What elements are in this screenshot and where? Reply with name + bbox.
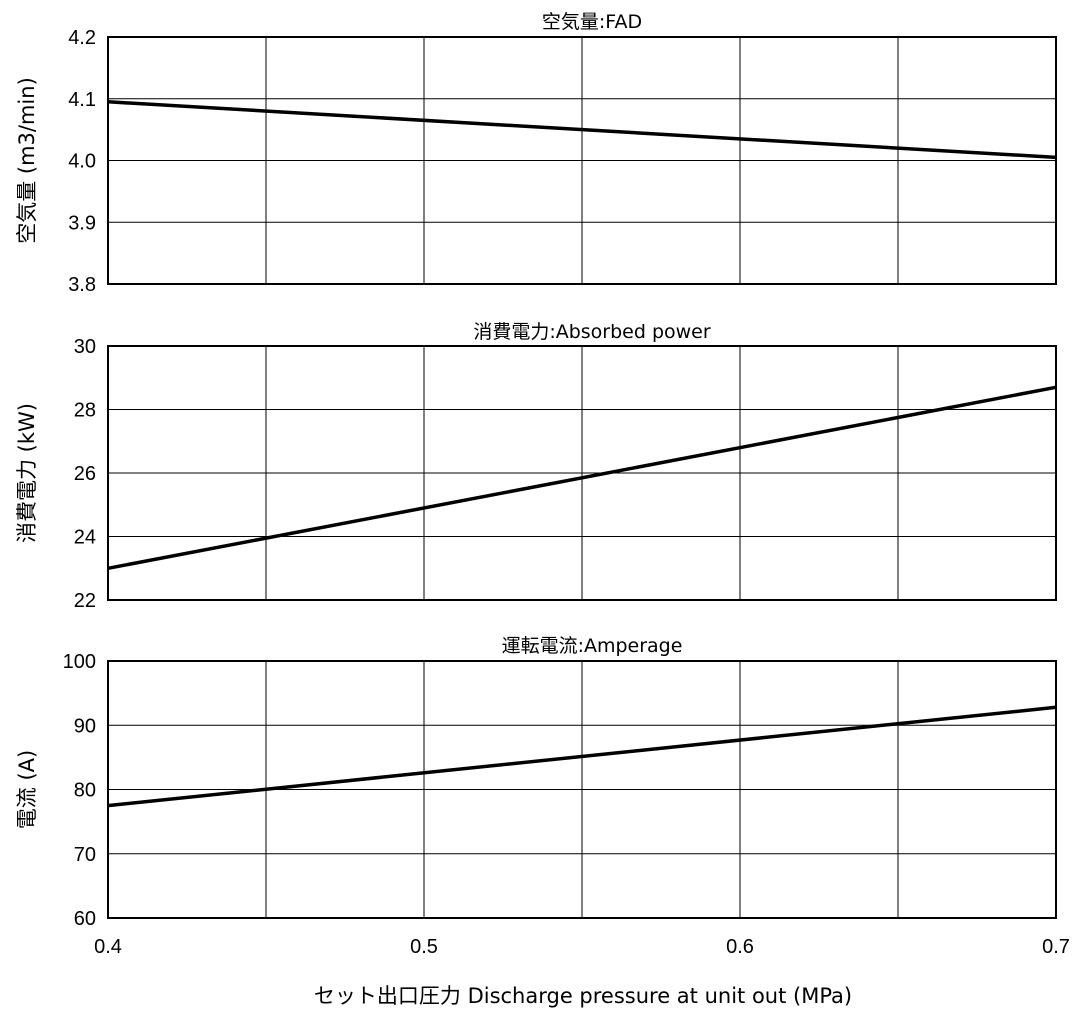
y-tick-label: 60 [74,908,96,930]
y-tick-label: 28 [74,400,96,422]
x-tick-label: 0.7 [1042,936,1070,958]
y-axis-label: 空気量 (m3/min) [15,77,39,244]
plot-frame [107,36,1057,285]
y-tick-label: 100 [63,651,96,673]
x-axis-label: セット出口圧力 Discharge pressure at unit out (… [314,984,852,1008]
y-tick-label: 90 [74,715,96,737]
series-line [107,385,1057,571]
y-axis-label: 電流 (A) [15,750,39,829]
plot-frame [107,345,1057,601]
x-tick-label: 0.6 [726,936,754,958]
y-tick-label: 3.9 [68,212,96,234]
y-tick-label: 80 [74,780,96,802]
x-tick-label: 0.5 [410,936,438,958]
y-tick-label: 30 [74,336,96,358]
y-tick-label: 4.1 [68,89,96,111]
chart-title: 運転電流:Amperage [502,635,683,657]
y-tick-label: 22 [74,590,96,612]
chart-title: 消費電力:Absorbed power [473,321,711,343]
y-tick-label: 70 [74,844,96,866]
plot-frame [107,660,1057,919]
y-axis-label: 消費電力 (kW) [15,403,39,543]
y-tick-label: 24 [74,527,96,549]
series-line [107,100,1057,160]
series-line [107,705,1057,808]
y-tick-label: 4.0 [68,151,96,173]
y-tick-label: 26 [74,463,96,485]
chart-panel-3: 60 70 80 90 100 運転電流:Amperage 電流 (A) 0.4 0.5 0.6 0… [15,635,1070,958]
chart-panel-2: 22 24 26 28 30 消費電力:Absorbed power 消費電力 (kW) [15,321,1057,612]
chart-title: 空気量:FAD [542,11,642,33]
chart-panel-1: 3.8 3.9 4.0 4.1 4.2 空気量:FAD 空気量 (m3/min) [15,11,1057,296]
y-tick-label: 4.2 [68,27,96,49]
x-tick-label: 0.4 [94,936,122,958]
y-tick-label: 3.8 [68,274,96,296]
